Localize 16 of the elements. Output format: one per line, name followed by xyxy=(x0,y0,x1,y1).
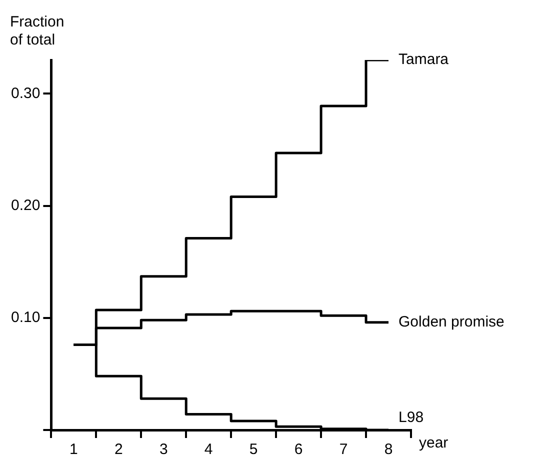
x-tick-label: 5 xyxy=(249,441,258,458)
y-axis-title: Fraction of total xyxy=(10,14,64,49)
series-label: L98 xyxy=(398,409,424,426)
y-tick-label: 0.20 xyxy=(10,196,40,214)
x-tick-label: 4 xyxy=(204,441,213,458)
x-tick-label: 6 xyxy=(294,441,303,458)
x-axis-title: year xyxy=(419,434,448,452)
y-tick-label: 0.10 xyxy=(10,309,40,326)
y-tick-label: 0.30 xyxy=(10,84,40,102)
series-label: Golden promise xyxy=(398,314,504,331)
x-tick-label: 2 xyxy=(114,441,123,458)
series-label: Tamara xyxy=(398,51,450,68)
x-tick-label: 3 xyxy=(159,441,168,458)
x-tick-label: 7 xyxy=(339,441,348,458)
x-tick-label: 1 xyxy=(70,441,78,458)
x-tick-label: 8 xyxy=(384,441,393,458)
